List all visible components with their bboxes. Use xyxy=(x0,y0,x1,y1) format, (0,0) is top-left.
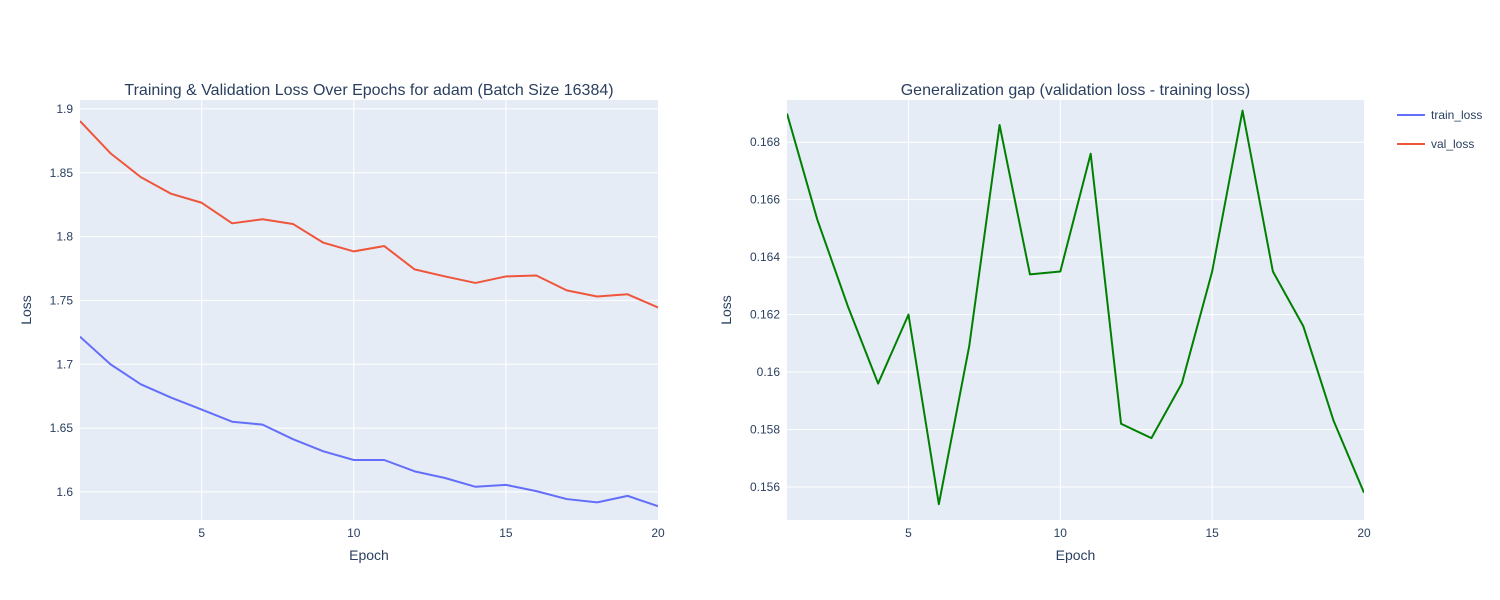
plot-area xyxy=(80,100,658,520)
x-tick-label: 15 xyxy=(499,526,513,540)
legend: train_loss val_loss xyxy=(1397,108,1482,151)
x-tick-label: 20 xyxy=(651,526,665,540)
series-train-loss xyxy=(80,335,658,508)
x-tick-label: 5 xyxy=(905,526,912,540)
legend-item-val-loss[interactable]: val_loss xyxy=(1397,137,1474,151)
y-tick-label: 0.164 xyxy=(750,250,780,264)
y-tick-label: 1.8 xyxy=(56,230,73,244)
y-tick-label: 1.75 xyxy=(50,293,74,307)
series-val-loss xyxy=(80,120,658,309)
y-tick-label: 0.16 xyxy=(757,365,781,379)
plot-area xyxy=(787,100,1364,520)
y-tick-label: 0.162 xyxy=(750,308,780,322)
x-tick-label: 10 xyxy=(1054,526,1068,540)
y-tick-label: 0.156 xyxy=(750,480,780,494)
x-tick-label: 15 xyxy=(1205,526,1219,540)
x-tick-label: 20 xyxy=(1357,526,1371,540)
loss-chart: 5 10 15 20 1.6 1.65 1.7 1.75 1.8 1.85 1.9 Training … xyxy=(18,82,665,563)
y-axis-title: Loss xyxy=(18,295,34,325)
y-axis-title: Loss xyxy=(718,295,734,325)
y-tick-label: 1.9 xyxy=(56,102,73,116)
y-tick-label: 0.168 xyxy=(750,135,780,149)
x-tick-label: 10 xyxy=(347,526,361,540)
series-gap-line xyxy=(787,109,1364,506)
y-tick-label: 1.7 xyxy=(56,357,73,371)
x-axis-title: Epoch xyxy=(349,547,389,563)
x-axis-title: Epoch xyxy=(1056,547,1096,563)
legend-label: val_loss xyxy=(1431,137,1474,151)
y-tick-label: 1.85 xyxy=(50,166,74,180)
chart-title: Training & Validation Loss Over Epochs f… xyxy=(124,82,613,99)
legend-label: train_loss xyxy=(1431,108,1482,122)
x-tick-label: 5 xyxy=(198,526,205,540)
y-tick-label: 0.158 xyxy=(750,423,780,437)
legend-item-train-loss[interactable]: train_loss xyxy=(1397,108,1482,122)
chart-title: Generalization gap (validation loss - tr… xyxy=(901,82,1251,99)
generalization-gap-chart: 5 10 15 20 0.156 0.158 0.16 0.162 0.164 0.166 0.16… xyxy=(718,82,1371,563)
y-tick-label: 1.65 xyxy=(50,421,74,435)
y-tick-label: 1.6 xyxy=(56,485,73,499)
y-tick-label: 0.166 xyxy=(750,193,780,207)
